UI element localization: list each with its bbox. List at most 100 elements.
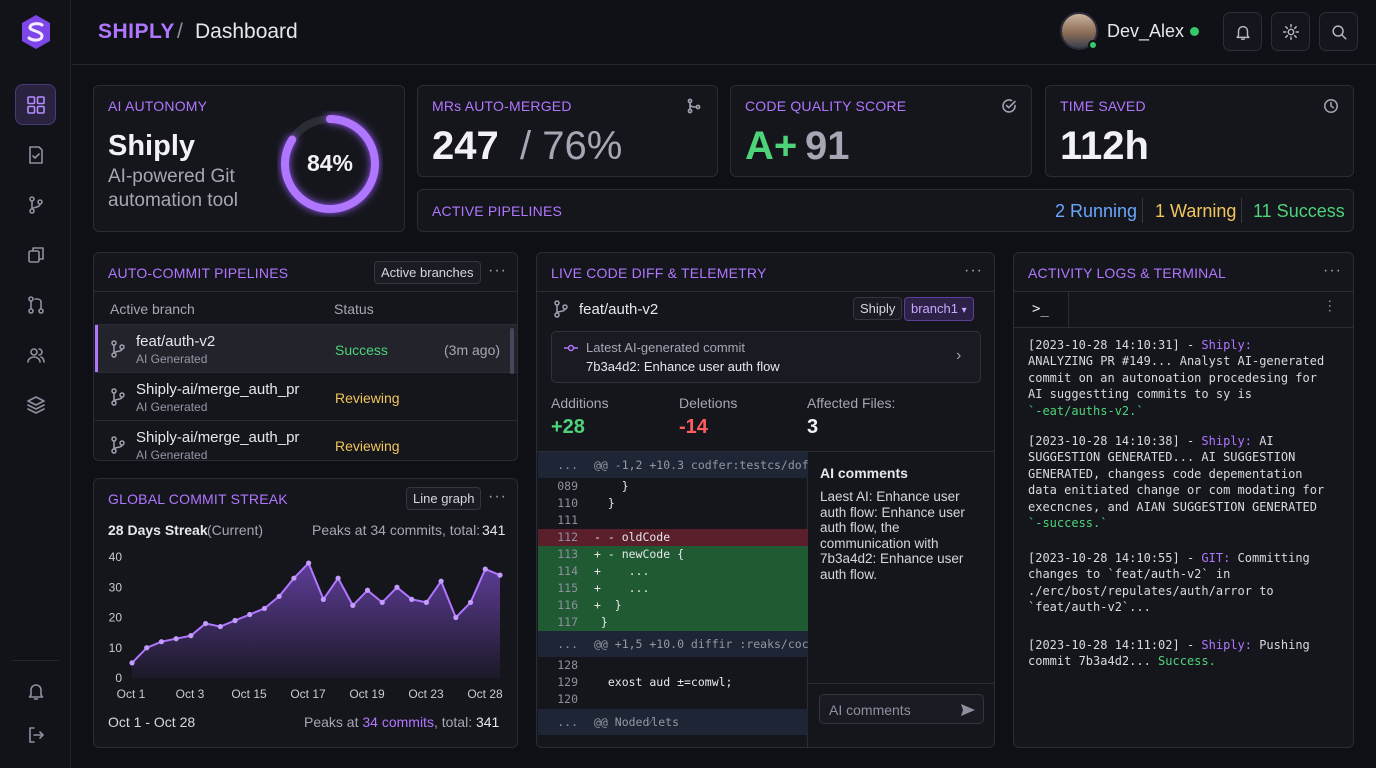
- diff-line-added[interactable]: 113 + - newCode {: [538, 546, 808, 563]
- ai-comments-title: AI comments: [820, 465, 908, 481]
- table-row[interactable]: Shiply-ai/merge_auth_pr AI Generated Rev…: [95, 372, 517, 420]
- data-point[interactable]: [203, 620, 209, 627]
- data-point[interactable]: [453, 614, 459, 621]
- data-point[interactable]: [158, 639, 165, 645]
- streak-area: [132, 563, 500, 678]
- diff-hunk-header[interactable]: ... @@ Noded⁄lets: [538, 709, 808, 735]
- data-point[interactable]: [173, 636, 179, 642]
- data-point[interactable]: [306, 560, 312, 566]
- diff-line[interactable]: 089 }: [538, 478, 808, 495]
- brand-name[interactable]: SHIPLY: [98, 20, 175, 43]
- diff-line[interactable]: 120: [538, 691, 808, 708]
- data-point[interactable]: [497, 572, 503, 578]
- commit-streak-chart: 0 10 20 30 40 Oct 1 Oct 3 Oct 15 Oct 17 Oct 19 Oc…: [109, 550, 503, 701]
- nav-layers[interactable]: [15, 384, 56, 425]
- pipelines-menu-button[interactable]: ···: [488, 262, 507, 279]
- data-point[interactable]: [291, 575, 297, 581]
- terminal-menu-button[interactable]: ···: [1323, 299, 1339, 313]
- diff-line[interactable]: 128: [538, 657, 808, 674]
- column-header-branch[interactable]: Active branch: [110, 301, 195, 317]
- peaks-summary: Peaks at 34 commits, total:: [312, 522, 481, 538]
- branch-filter-select[interactable]: Active branches: [374, 261, 481, 284]
- deletions-label: Deletions: [679, 395, 738, 411]
- diff-line-added[interactable]: 114 + ...: [538, 563, 808, 580]
- diff-line[interactable]: 111: [538, 512, 808, 529]
- data-point[interactable]: [409, 596, 415, 602]
- data-point[interactable]: [364, 587, 371, 593]
- pipelines-running[interactable]: 2 Running: [1055, 201, 1138, 221]
- terminal-tab[interactable]: >_: [1014, 292, 1069, 327]
- data-point[interactable]: [261, 605, 268, 612]
- y-tick-label: 10: [109, 641, 123, 655]
- data-point[interactable]: [423, 599, 429, 605]
- diff-line-removed[interactable]: 112 - - oldCode: [538, 529, 808, 546]
- nav-pull-requests[interactable]: [15, 284, 56, 325]
- data-point[interactable]: [232, 617, 238, 624]
- diff-line-added[interactable]: 117 }: [538, 614, 808, 631]
- ai-autonomy-card: AI AUTONOMY Shiply AI-powered Git automa…: [93, 85, 405, 232]
- data-point[interactable]: [247, 611, 253, 618]
- diff-hunk-header[interactable]: ... @@ +1,5 +10.0 diffir :reaks/coc: [538, 631, 808, 657]
- settings-button[interactable]: [1271, 12, 1310, 51]
- send-icon[interactable]: [960, 702, 976, 718]
- commit-streak-title: GLOBAL COMMIT STREAK: [108, 491, 288, 507]
- log-prefix: [2023-10-28 14:10:38] -: [1028, 434, 1202, 448]
- data-point[interactable]: [438, 578, 444, 584]
- line-code: + ...: [594, 581, 650, 595]
- nav-copies[interactable]: [15, 234, 56, 275]
- repo-select[interactable]: Shiply: [853, 297, 903, 320]
- data-point[interactable]: [188, 633, 194, 639]
- data-point[interactable]: [129, 660, 135, 666]
- status-time: (3m ago): [444, 342, 501, 358]
- branch-select[interactable]: branch1 ▾: [904, 297, 974, 321]
- nav-notifications[interactable]: [15, 670, 56, 711]
- diff-line[interactable]: 110 }: [538, 495, 808, 512]
- log-tail: `-eat/auths-v2.`: [1028, 403, 1144, 418]
- data-point[interactable]: [320, 596, 326, 602]
- diff-line[interactable]: 129 exost aud ±=comwl;: [538, 674, 808, 691]
- data-point[interactable]: [217, 623, 223, 630]
- chart-type-select[interactable]: Line graph: [406, 487, 482, 510]
- data-point[interactable]: [482, 566, 488, 572]
- product-description-line1: AI-powered Git: [108, 166, 235, 187]
- data-point[interactable]: [467, 599, 474, 605]
- git-branch-icon: [28, 195, 43, 214]
- table-row[interactable]: Shiply-ai/merge_auth_pr AI Generated Rev…: [95, 420, 517, 460]
- nav-dashboard[interactable]: [15, 84, 56, 125]
- data-point[interactable]: [144, 645, 150, 651]
- nav-logout[interactable]: [15, 714, 56, 755]
- nav-branches[interactable]: [15, 184, 56, 225]
- log-source: Shiply:: [1201, 434, 1252, 448]
- search-button[interactable]: [1319, 12, 1358, 51]
- notifications-button[interactable]: [1223, 12, 1262, 51]
- pipelines-warning[interactable]: 1 Warning: [1155, 201, 1237, 221]
- data-point[interactable]: [276, 593, 282, 599]
- data-point[interactable]: [394, 584, 400, 590]
- data-point[interactable]: [350, 602, 356, 608]
- diff-line-added[interactable]: 115 + ...: [538, 580, 808, 597]
- latest-commit-card[interactable]: Latest AI-generated commit 7b3a4d2: Enha…: [551, 331, 981, 383]
- username[interactable]: Dev_Alex: [1107, 21, 1185, 41]
- column-header-status[interactable]: Status: [334, 301, 374, 317]
- pipelines-success[interactable]: 11 Success: [1253, 201, 1345, 221]
- data-point[interactable]: [379, 599, 385, 605]
- diff-hunk-header[interactable]: ... @@ -1,2 +10.3 codfer:testcs/dof: [538, 452, 808, 478]
- table-row[interactable]: feat/auth-v2 AI Generated Success (3m ag…: [95, 324, 517, 372]
- x-tick-label: Oct 19: [349, 687, 385, 701]
- mrs-merged-count: 247: [432, 124, 499, 168]
- shiply-logo-icon[interactable]: [20, 13, 52, 51]
- logs-menu-button[interactable]: ···: [1323, 262, 1342, 279]
- diff-line-added[interactable]: 116 + }: [538, 597, 808, 614]
- ai-comment-input[interactable]: AI comments: [819, 694, 984, 724]
- table-scrollbar[interactable]: [510, 328, 514, 374]
- code-quality-title: CODE QUALITY SCORE: [745, 98, 907, 114]
- line-number: 089: [557, 479, 578, 493]
- diff-menu-button[interactable]: ···: [964, 262, 983, 279]
- streak-menu-button[interactable]: ···: [488, 488, 507, 505]
- line-code: }: [594, 496, 615, 510]
- status-badge: Success: [335, 342, 388, 358]
- nav-reviews[interactable]: [15, 134, 56, 175]
- line-code: + }: [594, 598, 622, 612]
- nav-team[interactable]: [15, 334, 56, 375]
- data-point[interactable]: [335, 575, 341, 581]
